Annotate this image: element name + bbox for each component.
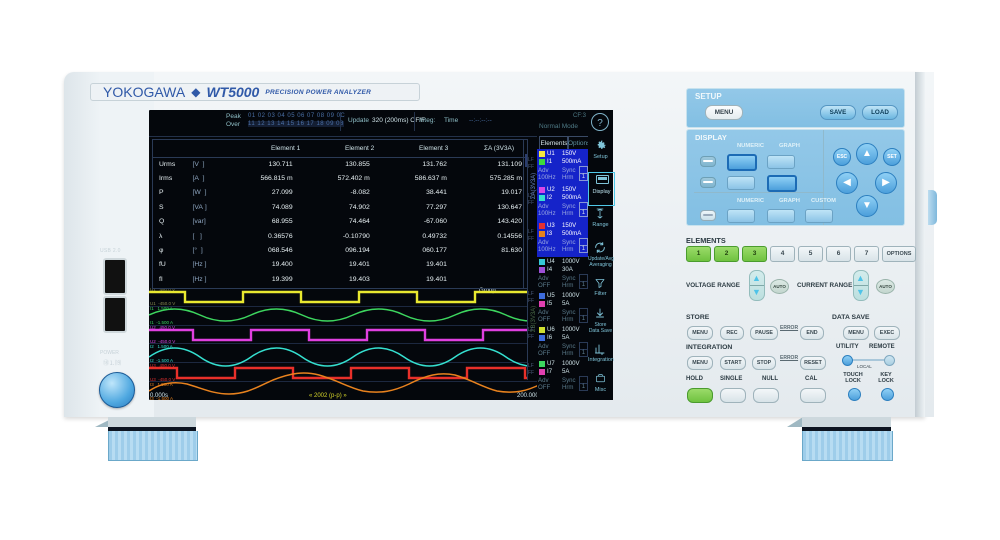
- svg-text:?: ?: [597, 118, 603, 129]
